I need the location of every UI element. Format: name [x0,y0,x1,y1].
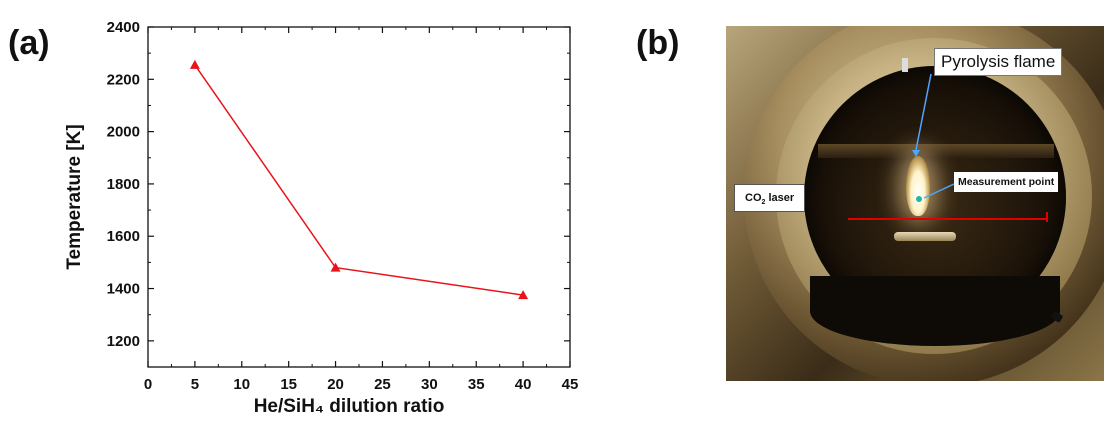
y-tick-label: 2000 [107,124,140,141]
y-tick-label: 1200 [107,333,140,350]
temperature-chart: 0 5 10 15 20 25 30 35 40 45 1200 1400 1600 1800 2000 22… [64,19,579,417]
measurement-point-dot [916,196,922,202]
data-point-marker [330,262,341,272]
pyrolysis-chamber-photo: Pyrolysis flame Measurement point CO2 la… [726,26,1104,381]
data-point-marker [189,59,200,69]
chamber-bottom [810,276,1060,346]
panel-a-label: (a) [8,24,50,62]
laser-label-main: CO [745,192,762,204]
x-tick-label: 20 [327,376,344,393]
x-tick-label: 30 [421,376,438,393]
x-tick-label: 40 [515,376,532,393]
x-axis-title: He/SiH₄ dilution ratio [254,396,445,417]
y-axis-title: Temperature [K] [64,124,85,269]
flame-pointer-arrow-icon [912,150,920,157]
x-tick-label: 10 [233,376,250,393]
y-tick-label: 1800 [107,176,140,193]
photo-pointer-lines [915,73,955,199]
co2-laser-beam [848,218,1048,220]
x-tick-label: 15 [280,376,297,393]
y-tick-label: 1600 [107,228,140,245]
measurement-pointer-line [923,183,955,199]
callout-pyrolysis-flame: Pyrolysis flame [934,48,1063,76]
flame-pointer-line [915,73,932,151]
x-tick-label: 45 [562,376,579,393]
laser-beam-end [1046,212,1048,222]
y-tick-label: 2400 [107,19,140,36]
x-tick-label: 5 [191,376,199,393]
laser-label-sub: 2 [761,199,766,207]
y-tick-label: 1400 [107,281,140,298]
laser-label-tail: laser [765,192,795,204]
data-point-marker [518,290,529,300]
panel-b-label: (b) [636,24,680,62]
series-line [194,64,524,296]
x-tick-label: 0 [144,376,152,393]
callout-measurement-point: Measurement point [954,172,1059,192]
x-tick-label: 25 [374,376,391,393]
x-tick-label: 35 [468,376,485,393]
burner-base [894,232,956,241]
pyrolysis-flame [906,156,930,216]
plot-frame [147,26,571,368]
chamber-shelf [818,144,1054,158]
callout-co2-laser: CO2 laser [734,184,806,212]
y-tick-label: 2200 [107,71,140,88]
nozzle [902,58,908,72]
